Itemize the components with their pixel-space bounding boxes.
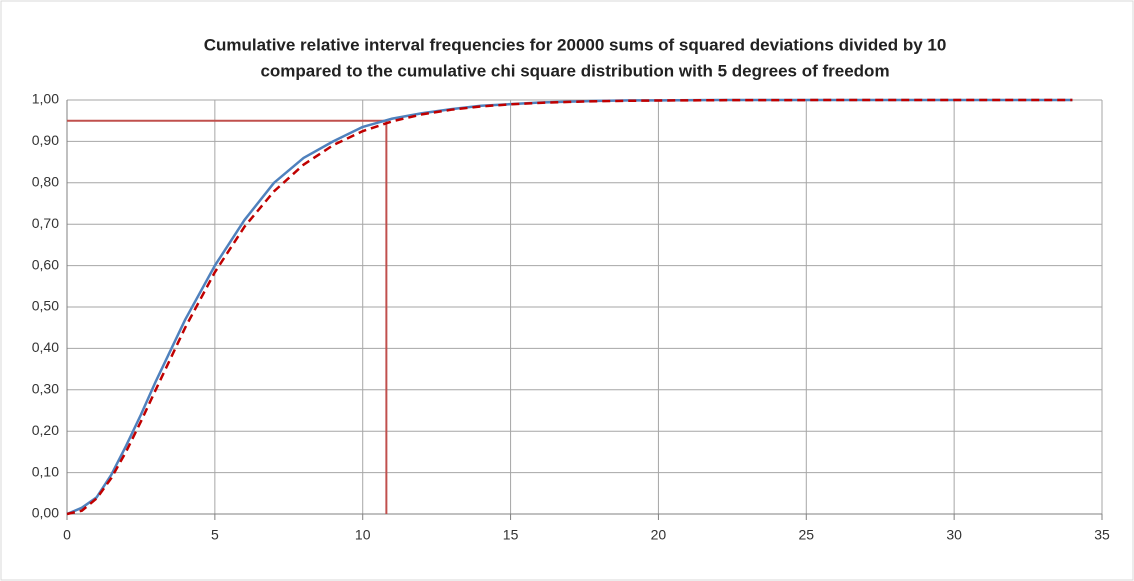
x-tick-label: 25 <box>798 527 814 543</box>
chart-title: Cumulative relative interval frequencies… <box>204 35 947 54</box>
x-tick-label: 5 <box>211 527 219 543</box>
y-tick-label: 0,10 <box>32 463 59 479</box>
x-tick-label: 10 <box>355 527 371 543</box>
y-tick-label: 0,20 <box>32 422 59 438</box>
y-tick-label: 0,00 <box>32 505 59 521</box>
y-tick-label: 0,30 <box>32 381 59 397</box>
y-tick-label: 1,00 <box>32 91 59 107</box>
y-tick-label: 0,60 <box>32 256 59 272</box>
y-tick-label: 0,90 <box>32 132 59 148</box>
x-tick-label: 0 <box>63 527 71 543</box>
x-tick-label: 15 <box>503 527 519 543</box>
y-tick-label: 0,40 <box>32 339 59 355</box>
y-tick-label: 0,70 <box>32 215 59 231</box>
y-tick-label: 0,80 <box>32 174 59 190</box>
x-tick-label: 35 <box>1094 527 1110 543</box>
x-tick-label: 20 <box>651 527 667 543</box>
series-line <box>66 98 1073 516</box>
x-tick-label: 30 <box>946 527 962 543</box>
y-tick-label: 0,50 <box>32 298 59 314</box>
chart-title: compared to the cumulative chi square di… <box>260 61 889 80</box>
